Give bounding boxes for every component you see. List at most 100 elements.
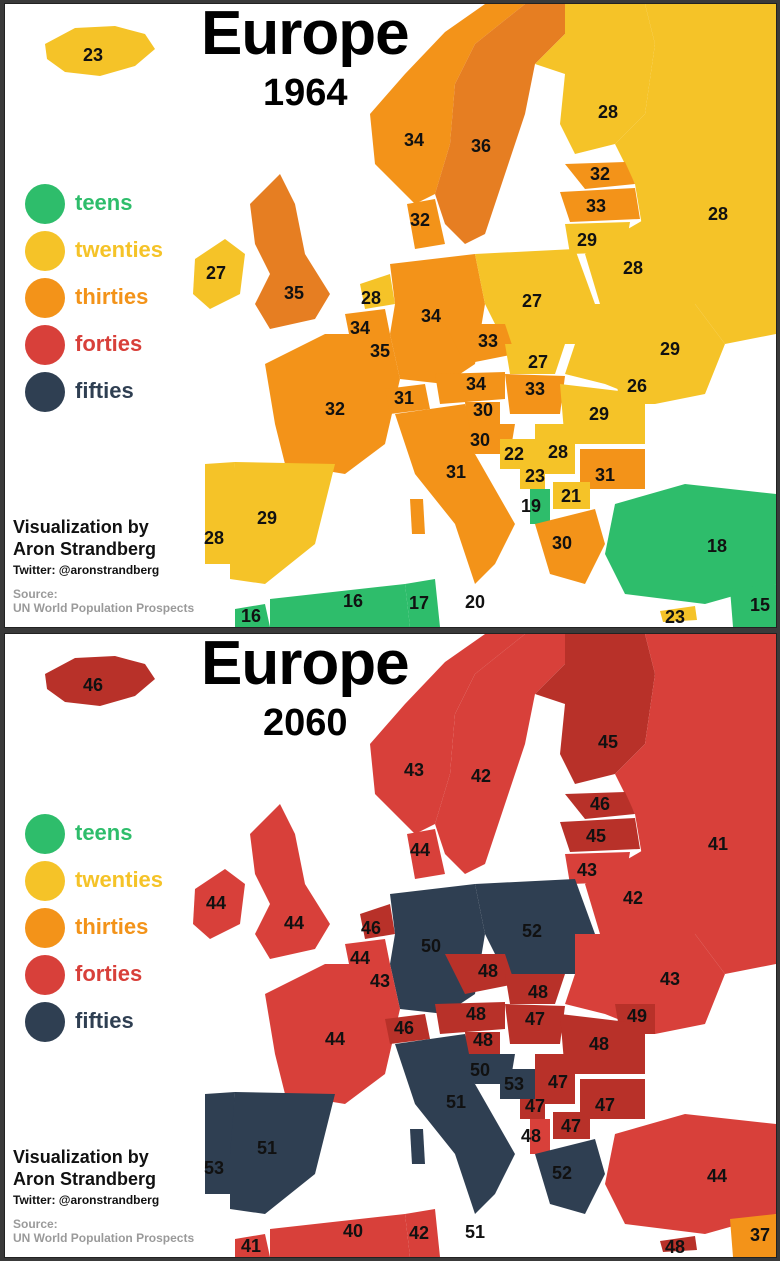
label-macedonia: 21: [561, 486, 581, 506]
label-syria: 15: [750, 595, 770, 615]
region-belgium: [345, 939, 390, 969]
region-syria: [730, 1214, 776, 1257]
label-estonia: 46: [590, 794, 610, 814]
label-sweden: 42: [471, 766, 491, 786]
label-finland: 28: [598, 102, 618, 122]
label-germany: 34: [421, 306, 441, 326]
legend-label: forties: [75, 331, 143, 356]
source-label: Source:: [13, 587, 58, 601]
title-year: 2060: [263, 702, 348, 744]
region-netherlands: [360, 904, 395, 939]
label-slovenia: 48: [473, 1030, 493, 1050]
label-albania: 19: [521, 496, 541, 516]
label-france: 32: [325, 399, 345, 419]
fifties-dot-icon: [25, 1002, 65, 1042]
label-hungary: 33: [525, 379, 545, 399]
label-latvia: 33: [586, 196, 606, 216]
thirties-dot-icon: [25, 278, 65, 318]
label-spain: 29: [257, 508, 277, 528]
label-uk: 44: [284, 913, 304, 933]
label-hungary: 47: [525, 1009, 545, 1029]
label-croatia: 50: [470, 1060, 490, 1080]
title-text: Europe: [201, 633, 410, 698]
credit-line-1: Visualization by: [13, 1147, 149, 1167]
region-turkey: [605, 1114, 776, 1234]
label-morocco: 41: [241, 1236, 261, 1256]
label-greece: 52: [552, 1163, 572, 1183]
label-iceland: 46: [83, 675, 103, 695]
region-sweden: [435, 634, 565, 874]
legend-label: twenties: [75, 867, 164, 892]
region-bosnia: [500, 439, 535, 469]
region-finland: [535, 634, 655, 784]
region-denmark: [407, 199, 445, 249]
region-france: [265, 334, 400, 474]
region-iceland: [45, 26, 155, 76]
region-uk: [250, 174, 330, 329]
credit-line-1: Visualization by: [13, 517, 149, 537]
credit-block: Visualization by Aron Strandberg Twitter…: [13, 516, 194, 615]
label-spain: 51: [257, 1138, 277, 1158]
region-portugal: [205, 1092, 235, 1194]
label-norway: 34: [404, 130, 424, 150]
source-label: Source:: [13, 1217, 58, 1231]
region-macedonia: [553, 1112, 590, 1139]
region-czechia: [445, 324, 515, 364]
teens-dot-icon: [25, 814, 65, 854]
region-romania: [560, 384, 645, 444]
forties-dot-icon: [25, 325, 65, 365]
region-czechia: [445, 954, 515, 994]
region-algeria: [270, 584, 410, 627]
region-norway: [370, 634, 525, 834]
title-text: Europe: [201, 3, 410, 68]
region-ireland: [193, 239, 245, 309]
label-turkey: 44: [707, 1166, 727, 1186]
region-belarus: [585, 849, 695, 939]
label-luxembourg: 43: [370, 971, 390, 991]
label-france: 44: [325, 1029, 345, 1049]
credit-block: Visualization by Aron Strandberg Twitter…: [13, 1146, 194, 1245]
label-greece: 30: [552, 533, 572, 553]
region-switzerland: [385, 384, 430, 414]
region-montenegro: [520, 1099, 545, 1119]
label-romania: 29: [589, 404, 609, 424]
region-sweden: [435, 4, 565, 244]
label-croatia: 30: [470, 430, 490, 450]
europe-map-2060: 46 43 42 45 46 45 43 41 42 44 44 44 46 4…: [45, 634, 776, 1257]
label-iceland: 23: [83, 45, 103, 65]
source-text: UN World Population Prospects: [13, 601, 195, 615]
label-russia: 28: [708, 204, 728, 224]
legend-label: forties: [75, 961, 143, 986]
label-ukraine: 43: [660, 969, 680, 989]
region-ireland: [193, 869, 245, 939]
label-morocco: 16: [241, 606, 261, 626]
label-russia: 41: [708, 834, 728, 854]
region-slovenia: [465, 1032, 500, 1054]
region-latvia: [560, 188, 640, 222]
label-lithuania: 43: [577, 860, 597, 880]
region-turkey: [605, 484, 776, 604]
region-algeria: [270, 1214, 410, 1257]
fifties-dot-icon: [25, 372, 65, 412]
region-bulgaria: [580, 1079, 645, 1119]
label-malta: 20: [465, 592, 485, 612]
region-belarus: [585, 219, 695, 309]
region-ukraine: [565, 934, 725, 1034]
region-slovakia: [505, 344, 565, 374]
map-panel-1964: 23 34 36 28 32 33 29 28 28 32 27 35 28 3…: [4, 3, 777, 628]
region-iceland: [45, 656, 155, 706]
region-italy: [395, 404, 515, 584]
region-switzerland: [385, 1014, 430, 1044]
credit-line-2: Aron Strandberg: [13, 539, 157, 559]
label-algeria: 40: [343, 1221, 363, 1241]
region-serbia: [535, 1054, 575, 1104]
label-bulgaria: 47: [595, 1095, 615, 1115]
value-labels-1964: 23 34 36 28 32 33 29 28 28 32 27 35 28 3…: [83, 45, 770, 627]
region-serbia: [535, 424, 575, 474]
credit-twitter: Twitter: @aronstrandberg: [13, 563, 160, 577]
region-sardinia: [410, 1129, 425, 1164]
label-moldova: 49: [627, 1006, 647, 1026]
label-belarus: 28: [623, 258, 643, 278]
label-syria: 37: [750, 1225, 770, 1245]
region-tunisia: [405, 579, 440, 627]
